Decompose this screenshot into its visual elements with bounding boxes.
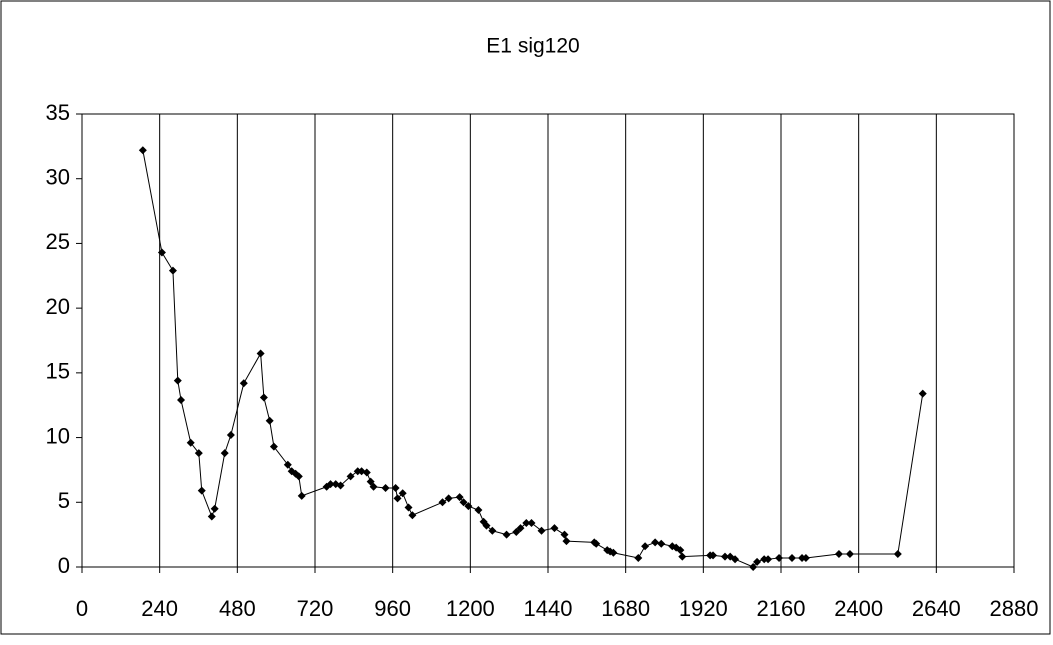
data-point	[562, 537, 571, 546]
data-point	[369, 482, 378, 491]
y-tick-label: 20	[46, 294, 70, 319]
data-point	[346, 472, 355, 481]
data-point	[239, 379, 248, 388]
y-tick-label: 35	[46, 100, 70, 125]
data-point	[893, 550, 902, 559]
x-tick-label: 2160	[757, 596, 806, 621]
data-point	[721, 552, 730, 561]
data-point	[918, 389, 927, 398]
y-tick-label: 10	[46, 423, 70, 448]
data-point	[398, 489, 407, 498]
y-tick-label: 25	[46, 229, 70, 254]
data-point	[269, 442, 278, 451]
y-tick-label: 30	[46, 165, 70, 190]
data-point	[391, 484, 400, 493]
data-point	[194, 449, 203, 458]
data-point	[560, 530, 569, 539]
data-point	[834, 550, 843, 559]
x-tick-label: 720	[297, 596, 334, 621]
data-point	[157, 248, 166, 257]
data-point	[404, 503, 413, 512]
x-tick-label: 1920	[679, 596, 728, 621]
data-point	[283, 460, 292, 469]
data-point	[731, 555, 740, 564]
data-point	[459, 498, 468, 507]
x-tick-label: 1200	[446, 596, 495, 621]
data-point	[522, 518, 531, 527]
data-point	[801, 553, 810, 562]
data-point	[474, 506, 483, 515]
data-point	[678, 552, 687, 561]
chart-title: E1 sig120	[486, 35, 579, 58]
series-line	[142, 150, 924, 568]
data-point	[676, 546, 685, 555]
x-tick-label: 240	[141, 596, 178, 621]
data-point	[609, 548, 618, 557]
data-point	[393, 494, 402, 503]
data-point	[438, 498, 447, 507]
data-point	[788, 553, 797, 562]
data-point	[455, 493, 464, 502]
data-point	[259, 393, 268, 402]
data-point	[444, 494, 453, 503]
data-point	[592, 539, 601, 548]
data-point	[488, 526, 497, 535]
data-point	[265, 416, 274, 425]
x-tick-label: 2880	[990, 596, 1039, 621]
data-point	[845, 550, 854, 559]
x-tick-label: 960	[374, 596, 411, 621]
x-tick-label: 0	[76, 596, 88, 621]
x-tick-label: 480	[219, 596, 256, 621]
data-point	[168, 266, 177, 275]
data-point	[173, 376, 182, 385]
data-point	[207, 512, 216, 521]
data-point	[177, 396, 186, 405]
x-tick-label: 2400	[834, 596, 883, 621]
y-tick-label: 5	[58, 488, 70, 513]
data-point	[336, 481, 345, 490]
data-point	[527, 518, 536, 527]
data-point	[210, 504, 219, 513]
data-point	[516, 524, 525, 533]
data-point	[197, 486, 206, 495]
data-point	[550, 524, 559, 533]
data-point	[381, 484, 390, 493]
data-point	[482, 521, 491, 530]
x-tick-label: 2640	[912, 596, 961, 621]
data-point	[186, 438, 195, 447]
data-point	[226, 430, 235, 439]
data-point	[138, 146, 147, 155]
data-point	[657, 539, 666, 548]
data-point	[297, 491, 306, 500]
data-point	[764, 555, 773, 564]
data-point	[641, 542, 650, 551]
data-point	[256, 349, 265, 358]
data-point	[709, 551, 718, 560]
data-point	[294, 472, 303, 481]
data-point	[651, 538, 660, 547]
data-point	[775, 553, 784, 562]
x-tick-label: 1440	[524, 596, 573, 621]
data-point	[749, 563, 758, 571]
data-point	[512, 528, 521, 537]
data-point	[220, 449, 229, 458]
data-point	[464, 502, 473, 511]
data-point	[366, 477, 375, 486]
data-point	[537, 526, 546, 535]
data-point	[502, 530, 511, 539]
y-tick-label: 0	[58, 553, 70, 578]
data-point	[362, 468, 371, 477]
data-point	[753, 557, 762, 566]
y-tick-label: 15	[46, 359, 70, 384]
data-point	[326, 480, 335, 489]
data-point	[408, 511, 417, 520]
x-tick-label: 1680	[601, 596, 650, 621]
data-point	[634, 553, 643, 562]
